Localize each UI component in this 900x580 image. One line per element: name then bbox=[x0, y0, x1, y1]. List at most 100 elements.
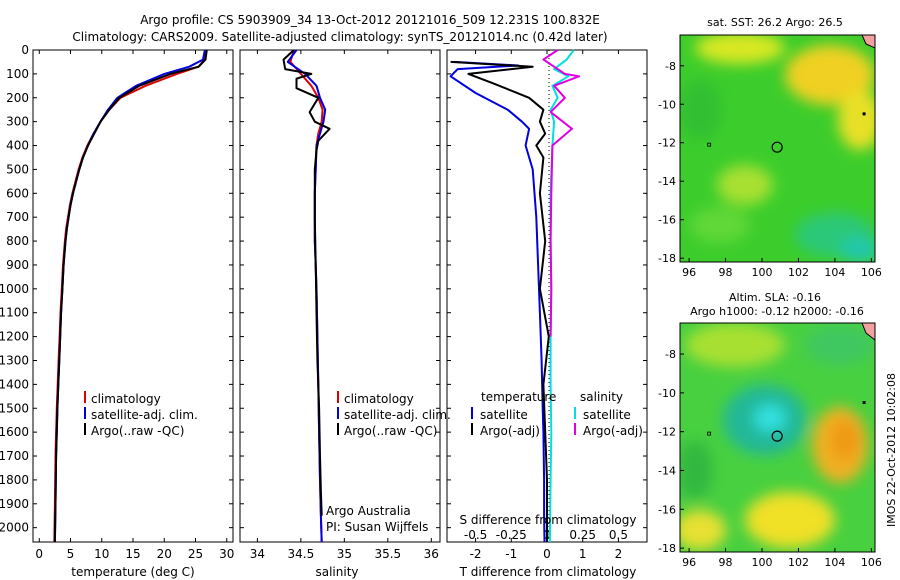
sla-map-title: Altim. SLA: -0.16 bbox=[729, 291, 821, 304]
salinity-panel: 34 34.5 35 35.5 36 climatology satellite-adj.… bbox=[239, 49, 451, 579]
sst-blobs bbox=[680, 35, 875, 262]
salinity-xlabel: salinity bbox=[315, 565, 358, 579]
map-y-tick-label: -18 bbox=[658, 252, 676, 265]
depth-tick-label: 200 bbox=[6, 91, 29, 105]
legend-entry: satellite-adj. clim. bbox=[91, 408, 198, 422]
x-tick-label: -1 bbox=[505, 547, 517, 561]
depth-tick-label: 0 bbox=[21, 43, 29, 57]
depth-tick-label: 1900 bbox=[0, 497, 29, 511]
depth-tick-label: 1300 bbox=[0, 353, 29, 367]
depth-tick-label: 300 bbox=[6, 115, 29, 129]
legend-entry: satellite-adj. clim. bbox=[344, 408, 451, 422]
map-y-tick-label: -14 bbox=[658, 464, 676, 477]
sla-map: Altim. SLA: -0.16 Argo h1000: -0.12 h200… bbox=[658, 291, 882, 569]
map-x-tick-label: 102 bbox=[788, 266, 809, 279]
x-tick-label: 10 bbox=[94, 547, 109, 561]
x-tick-label: 35 bbox=[337, 547, 352, 561]
legend-entry: Argo(-adj) bbox=[480, 424, 540, 438]
map-y-tick-label: -10 bbox=[658, 387, 676, 400]
x-tick-label: 5 bbox=[67, 547, 75, 561]
timestamp-stamp: IMOS 22-Oct-2012 10:02:08 bbox=[885, 373, 898, 527]
depth-tick-label: 1100 bbox=[0, 306, 29, 320]
difference-legend: temperature salinity satellite Argo(-adj) sa… bbox=[471, 390, 643, 438]
temperature-panel: 0100200300400500600700800900100011001200… bbox=[0, 43, 234, 579]
depth-tick-label: 600 bbox=[6, 186, 29, 200]
map-y-tick-label: -16 bbox=[658, 214, 676, 227]
series-line-argo-adj- bbox=[542, 49, 581, 337]
top-tick-label: -0.5 bbox=[464, 528, 487, 542]
sla-argo-position-marker bbox=[771, 430, 783, 442]
salinity-annotation-2: PI: Susan Wijffels bbox=[326, 520, 428, 534]
depth-tick-label: 1500 bbox=[0, 401, 29, 415]
island-dot bbox=[707, 431, 712, 436]
depth-tick-label: 1600 bbox=[0, 425, 29, 439]
top-tick-label: -0.25 bbox=[496, 528, 527, 542]
map-y-tick-label: -12 bbox=[658, 426, 676, 439]
island-dot bbox=[862, 401, 866, 405]
series-line-argo-raw-qc- bbox=[53, 49, 208, 543]
depth-tick-label: 1800 bbox=[0, 473, 29, 487]
sst-argo-position-marker bbox=[771, 141, 783, 153]
depth-tick-label: 900 bbox=[6, 258, 29, 272]
map-x-tick-label: 102 bbox=[788, 556, 809, 569]
map-x-tick-label: 96 bbox=[682, 266, 696, 279]
x-tick-label: 30 bbox=[219, 547, 234, 561]
difference-xlabel-top: S difference from climatology bbox=[460, 513, 637, 527]
sla-map-frame bbox=[679, 322, 876, 553]
depth-tick-label: 1400 bbox=[0, 377, 29, 391]
series-line-argo-raw-qc- bbox=[282, 49, 331, 516]
x-tick-label: 0 bbox=[35, 547, 43, 561]
map-x-tick-label: 98 bbox=[719, 556, 733, 569]
legend-entry: satellite bbox=[583, 408, 631, 422]
sla-coast bbox=[861, 323, 875, 341]
sla-map-ticks: 96 98 100 102 104 106 -8 -10 -12 -14 -16 -18 bbox=[658, 348, 882, 569]
depth-tick-label: 1000 bbox=[0, 282, 29, 296]
x-tick-label: 36 bbox=[424, 547, 439, 561]
x-tick-label: 20 bbox=[157, 547, 172, 561]
x-tick-label: 1 bbox=[579, 547, 587, 561]
difference-lines bbox=[449, 49, 581, 543]
legend-header: salinity bbox=[580, 390, 623, 404]
salinity-annotation-1: Argo Australia bbox=[326, 504, 411, 518]
series-line-satellite bbox=[548, 49, 575, 543]
sst-map-ticks: 96 98 100 102 104 106 -8 -10 -12 -14 -16 -18 bbox=[658, 60, 882, 279]
difference-x-axis: -2 -1 0 1 2 bbox=[470, 50, 622, 561]
sst-map: sat. SST: 26.2 Argo: 26.5 96 98 100 102 104 1… bbox=[658, 16, 882, 279]
sst-map-frame bbox=[679, 34, 876, 263]
temperature-x-axis: 0 5 10 15 20 25 30 bbox=[35, 50, 234, 561]
sst-coast bbox=[861, 35, 875, 49]
difference-top-axis: -0.5 -0.25 0 0.25 0.5 bbox=[464, 528, 628, 542]
map-x-tick-label: 96 bbox=[682, 556, 696, 569]
difference-depth-ticks bbox=[447, 49, 647, 529]
map-y-tick-label: -12 bbox=[658, 137, 676, 150]
x-tick-label: 35.5 bbox=[374, 547, 401, 561]
series-line-argo-adj- bbox=[450, 60, 550, 542]
x-tick-label: -2 bbox=[470, 547, 482, 561]
temperature-legend: climatology satellite-adj. clim. Argo(..ra… bbox=[84, 391, 198, 438]
legend-entry: Argo(..raw -QC) bbox=[91, 424, 184, 438]
island-dot bbox=[707, 142, 712, 147]
top-tick-label: 0.25 bbox=[569, 528, 596, 542]
depth-tick-label: 100 bbox=[6, 67, 29, 81]
x-tick-label: 25 bbox=[188, 547, 203, 561]
map-x-tick-label: 98 bbox=[719, 266, 733, 279]
series-line-satellite bbox=[449, 60, 546, 543]
legend-entry: Argo(..raw -QC) bbox=[344, 424, 437, 438]
header-line-1: Argo profile: CS 5903909_34 13-Oct-2012 … bbox=[140, 13, 600, 27]
x-tick-label: 15 bbox=[125, 547, 140, 561]
map-x-tick-label: 100 bbox=[752, 556, 773, 569]
series-line-climatology bbox=[53, 49, 206, 543]
temperature-xlabel: temperature (deg C) bbox=[71, 565, 194, 579]
salinity-depth-ticks bbox=[240, 49, 440, 529]
x-tick-label: 0 bbox=[543, 547, 551, 561]
legend-entry: climatology bbox=[344, 392, 414, 406]
map-y-tick-label: -8 bbox=[665, 348, 676, 361]
sla-map-subtitle: Argo h1000: -0.12 h2000: -0.16 bbox=[690, 305, 864, 318]
legend-entry: climatology bbox=[91, 392, 161, 406]
depth-tick-label: 2000 bbox=[0, 521, 29, 535]
depth-tick-label: 1200 bbox=[0, 330, 29, 344]
depth-tick-label: 700 bbox=[6, 210, 29, 224]
top-tick-label: 0.5 bbox=[609, 528, 628, 542]
header-line-2: Climatology: CARS2009. Satellite-adjuste… bbox=[72, 30, 607, 44]
